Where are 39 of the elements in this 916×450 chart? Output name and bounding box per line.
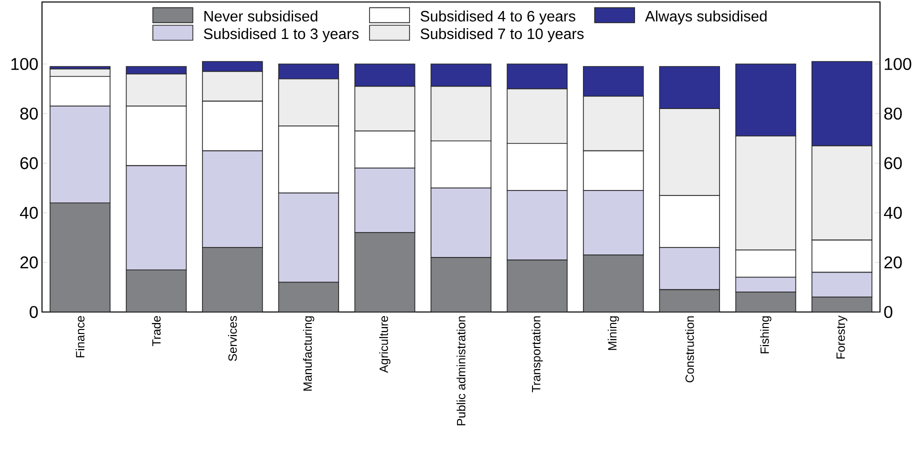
- bar: [354, 232, 415, 312]
- y2-tick-label: 40: [20, 206, 38, 219]
- y-tick-label: 60: [884, 157, 902, 170]
- bar: [583, 254, 644, 312]
- bar: [431, 257, 492, 312]
- x-tick-label: Mining: [608, 316, 619, 350]
- bar: [812, 296, 872, 312]
- bar: [278, 282, 339, 312]
- bar: [660, 290, 720, 312]
- y-tick-label: 40: [884, 206, 902, 219]
- x-tick-label: Public administration: [456, 316, 466, 426]
- x-tick-label: Finance: [76, 316, 84, 358]
- legend-label: Subsidised 1 to 3 years: [204, 28, 359, 42]
- bar: [507, 260, 568, 312]
- y-tick-label: 100: [884, 58, 912, 70]
- x-tick-label: Forestry: [836, 316, 848, 359]
- y2-tick-label: 0: [30, 306, 38, 318]
- y-tick-label: 0: [884, 306, 892, 318]
- x-tick-label: Services: [228, 316, 237, 361]
- y2-tick-label: 60: [20, 157, 38, 170]
- x-tick-label: Construction: [685, 316, 694, 382]
- bar: [736, 292, 796, 312]
- y2-tick-label: 20: [20, 256, 38, 268]
- y2-tick-label: 100: [11, 58, 38, 70]
- x-tick-label: Fishing: [760, 316, 772, 354]
- x-tick-label: Transportation: [532, 316, 543, 392]
- y-tick-label: 80: [884, 108, 902, 120]
- legend-label: Never subsidised: [204, 10, 318, 22]
- y-tick-label: 20: [884, 256, 902, 268]
- x-tick-label: Agriculture: [379, 316, 390, 373]
- bar: [126, 270, 186, 312]
- bar: [202, 248, 262, 312]
- y2-tick-label: 80: [20, 108, 38, 120]
- legend-label: Subsidised 7 to 10 years: [420, 28, 584, 42]
- x-tick-label: Manufacturing: [303, 316, 314, 391]
- bar: [50, 202, 110, 312]
- legend-label: Always subsidised: [645, 10, 767, 24]
- x-tick-label: Trade: [152, 316, 161, 346]
- legend-label: Subsidised 4 to 6 years: [420, 10, 576, 24]
